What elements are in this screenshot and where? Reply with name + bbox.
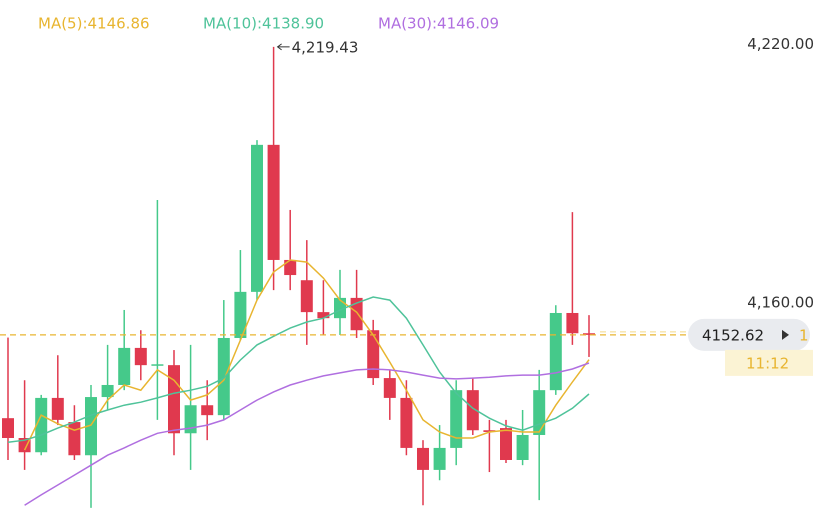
ma-line [7, 296, 590, 444]
price-tag-label: 4152.62 [702, 326, 764, 344]
candle-body [151, 364, 164, 366]
candle-body [251, 144, 263, 292]
candle-body [217, 337, 230, 416]
candle-body [483, 430, 496, 432]
candle-body [417, 447, 429, 470]
candle-body [51, 397, 64, 420]
y-tick-label: 4,160.00 [747, 294, 814, 312]
legend-entry: MA(5):4146.86 [38, 15, 150, 33]
candle-body [383, 378, 396, 398]
price-tag-extra: 1 [799, 326, 809, 344]
candle-body [101, 384, 114, 398]
candle-body [168, 365, 180, 434]
candle-body [400, 397, 413, 448]
candle-body [549, 312, 562, 391]
annotation-arrow-head [276, 43, 282, 51]
legend-entry: MA(10):4138.90 [203, 15, 324, 33]
candle-body [2, 418, 14, 439]
legend-entry: MA(30):4146.09 [378, 15, 499, 33]
candle-body [350, 297, 363, 331]
candle-body [35, 397, 48, 453]
countdown-box [725, 349, 813, 376]
candle-body [267, 144, 280, 260]
countdown: 11:12 [746, 354, 789, 372]
candle-body [433, 447, 446, 470]
candle-body [201, 405, 214, 416]
candle-body [466, 390, 479, 431]
candle-body [450, 390, 463, 448]
candle-body [583, 333, 595, 335]
candle-body [367, 330, 380, 379]
ma-line [24, 362, 590, 506]
candle-body [85, 397, 97, 456]
annotation-label: 4,219.43 [292, 38, 359, 56]
candle-body [284, 259, 297, 276]
candle-body [516, 434, 529, 460]
candle-body [533, 390, 546, 435]
candle-body [184, 405, 197, 434]
price-tag [688, 318, 810, 351]
price-tag-arrow [782, 329, 789, 340]
candle-body [566, 312, 579, 334]
candle-body [68, 422, 81, 456]
candle-body [300, 280, 313, 313]
candle-body [317, 312, 330, 319]
y-tick-label: 4,220.00 [747, 35, 814, 53]
candle-body [134, 347, 147, 366]
candle-body [234, 291, 247, 338]
candle-body [18, 438, 31, 453]
ma-line [23, 259, 590, 451]
candle-body [500, 428, 512, 460]
candle-body [118, 347, 131, 385]
